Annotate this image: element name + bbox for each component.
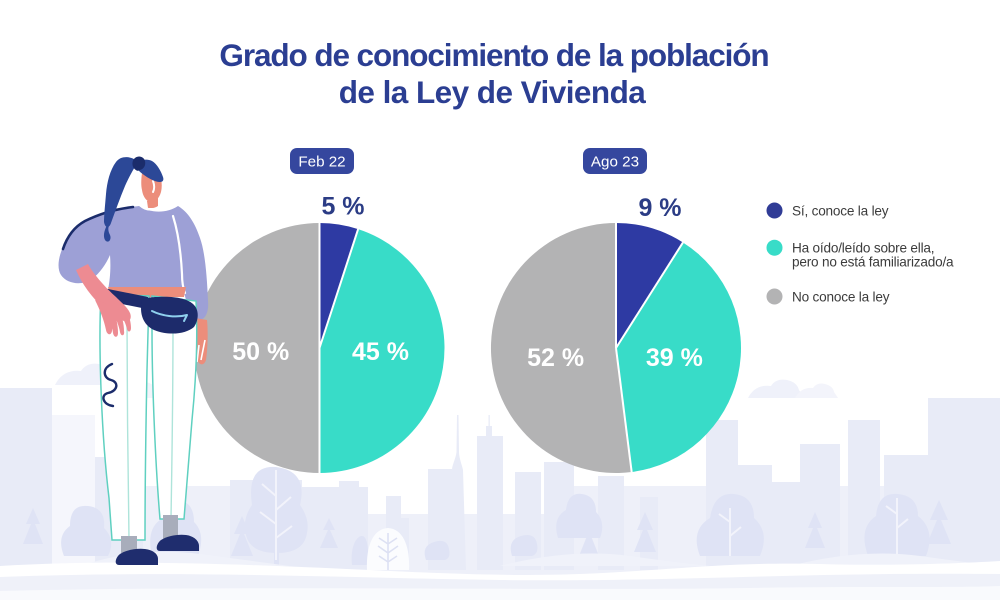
svg-text:Sí, conoce la ley: Sí, conoce la ley	[792, 204, 889, 219]
svg-text:Ha oído/leído sobre ella,: Ha oído/leído sobre ella,	[792, 241, 934, 256]
svg-text:5 %: 5 %	[321, 193, 364, 221]
svg-text:45 %: 45 %	[352, 338, 409, 366]
svg-text:No conoce la ley: No conoce la ley	[792, 290, 890, 305]
svg-text:9 %: 9 %	[638, 194, 681, 222]
svg-text:52 %: 52 %	[527, 344, 584, 372]
svg-text:Grado de conocimiento de la po: Grado de conocimiento de la población	[219, 37, 768, 73]
svg-text:pero no está familiarizado/a: pero no está familiarizado/a	[792, 255, 954, 270]
svg-text:50 %: 50 %	[232, 338, 289, 366]
svg-text:39 %: 39 %	[646, 344, 703, 372]
svg-text:Ago 23: Ago 23	[591, 154, 639, 171]
svg-text:Feb 22: Feb 22	[298, 154, 345, 171]
svg-text:de la Ley de Vivienda: de la Ley de Vivienda	[339, 74, 647, 110]
